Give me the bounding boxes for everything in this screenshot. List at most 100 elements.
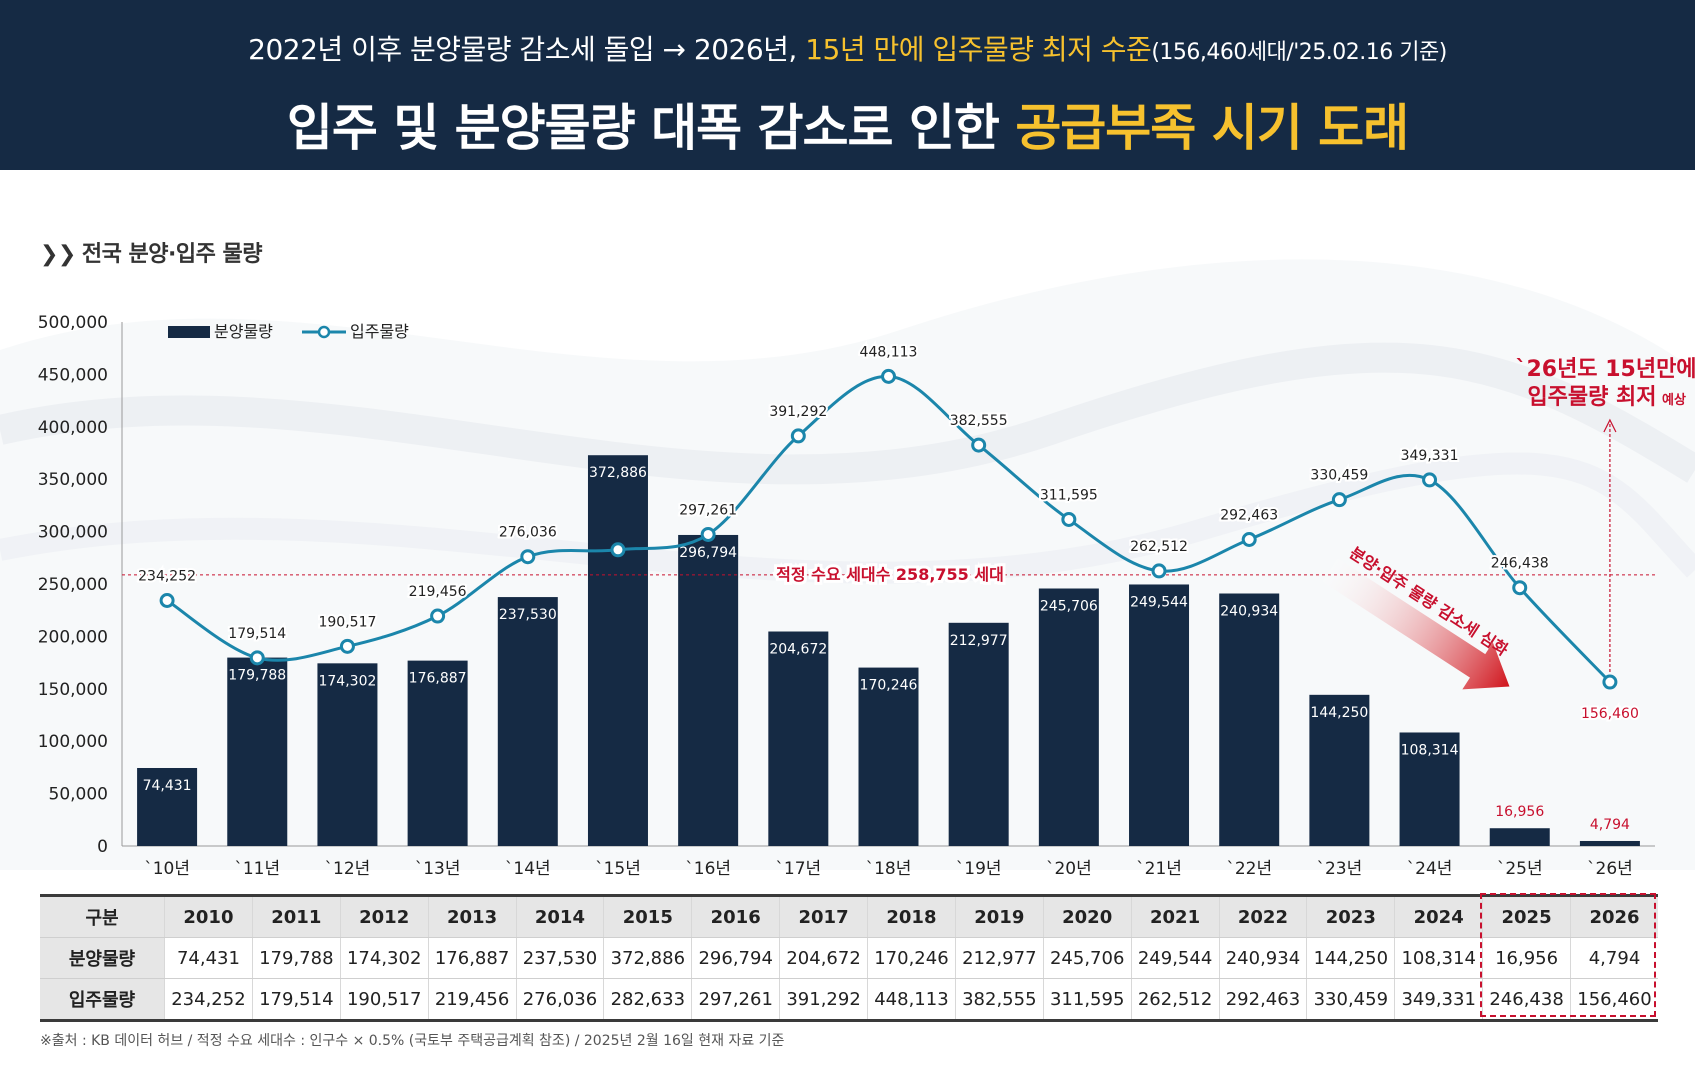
y-tick-label: 150,000	[38, 680, 108, 700]
line-label: 311,595	[1040, 487, 1098, 503]
line-label: 330,459	[1310, 468, 1368, 484]
x-tick-label: `10년	[144, 859, 190, 879]
bar-label: 296,794	[679, 545, 737, 561]
bar-label: 237,530	[499, 607, 557, 623]
bar-label: 108,314	[1401, 742, 1459, 758]
line-label: 219,456	[409, 584, 467, 600]
table-cell: 170,246	[867, 937, 956, 979]
table-cell: 349,331	[1394, 978, 1484, 1022]
annotation-top-line2: 입주물량 최저	[1527, 385, 1656, 410]
y-tick-label: 500,000	[38, 313, 108, 333]
table-cell: 204,672	[779, 937, 868, 979]
line-point-15	[1512, 580, 1528, 596]
x-tick-label: `26년	[1587, 859, 1633, 879]
section-title-text: 전국 분양·입주 물량	[81, 242, 263, 267]
table-cell: 237,530	[516, 937, 605, 979]
x-tick-label: `13년	[415, 859, 461, 879]
bar-10	[1038, 588, 1099, 846]
table-cell: 234,252	[164, 978, 253, 1022]
table-header-year: 2022	[1219, 894, 1308, 938]
x-tick-label: `24년	[1407, 859, 1453, 879]
line-label: 246,438	[1491, 556, 1549, 572]
bar-8	[858, 667, 919, 846]
bar-label: 245,706	[1040, 599, 1098, 615]
table-header-year: 2019	[955, 894, 1044, 938]
bar-15	[1489, 828, 1550, 846]
table-cell: 179,514	[252, 978, 341, 1022]
table-row: 분양물량 74,431 179,788 174,302 176,887 237,530 37…	[40, 937, 1658, 979]
bar-13	[1309, 694, 1370, 846]
line-label: 262,512	[1130, 539, 1188, 555]
line-label: 349,331	[1401, 448, 1459, 464]
table-cell: 330,459	[1306, 978, 1396, 1022]
table-header-year: 2011	[252, 894, 341, 938]
table-cell: 249,544	[1131, 937, 1220, 979]
table-header-year: 2016	[691, 894, 781, 938]
table-cell: 382,555	[955, 978, 1044, 1022]
line-label: 276,036	[499, 525, 557, 541]
bar-label: 170,246	[860, 678, 918, 694]
table-cell: 190,517	[340, 978, 429, 1022]
chevron-right-icon: ❯❯	[40, 242, 76, 267]
line-label: 382,555	[950, 413, 1008, 429]
x-tick-label: `21년	[1136, 859, 1182, 879]
x-tick-label: `18년	[866, 859, 912, 879]
subtitle-text: 2022년 이후 분양물량 감소세 돌입 → 2026년,	[248, 33, 806, 66]
y-tick-label: 450,000	[38, 365, 108, 385]
y-tick-label: 300,000	[38, 523, 108, 543]
x-tick-label: `19년	[956, 859, 1002, 879]
x-tick-label: `11년	[234, 859, 280, 879]
bar-label: 204,672	[769, 642, 827, 658]
annotation-top-small: 예상	[1662, 392, 1686, 408]
table-cell: 174,302	[340, 937, 429, 979]
line-point-8	[881, 368, 896, 384]
table-cell: 311,595	[1043, 978, 1132, 1022]
y-tick-label: 400,000	[38, 418, 108, 438]
bar-14	[1399, 732, 1460, 846]
bar-16	[1579, 840, 1640, 846]
table-header-year: 2012	[340, 894, 429, 938]
bar-2	[317, 663, 378, 846]
bar-1	[227, 657, 288, 846]
table-cell: 16,956	[1482, 937, 1571, 979]
line-point-3	[430, 608, 446, 624]
table-header-label: 구분	[40, 894, 165, 938]
line-point-2	[339, 638, 355, 654]
y-tick-label: 350,000	[38, 470, 108, 490]
line-point-5	[610, 542, 626, 558]
table-cell: 448,113	[867, 978, 956, 1022]
table-cell: 262,512	[1131, 978, 1220, 1022]
line-label: 234,252	[138, 569, 196, 585]
y-tick-label: 50,000	[49, 785, 108, 805]
table-header-year: 2026	[1570, 894, 1658, 938]
arrow-up-icon	[1603, 418, 1617, 433]
x-tick-label: `16년	[685, 859, 731, 879]
y-tick-label: 200,000	[38, 627, 108, 647]
subtitle-highlight: 15년 만에 입주물량 최저 수준	[805, 33, 1152, 66]
table-header-row: 구분 2010 2011 2012 2013 2014 2015 2016 2017 2018 20…	[40, 894, 1658, 938]
x-tick-label: `15년	[595, 859, 641, 879]
table-row: 입주물량 234,252 179,514 190,517 219,456 276,036 2…	[40, 978, 1658, 1022]
table-cell: 276,036	[516, 978, 605, 1022]
line-label: 190,517	[318, 614, 376, 630]
x-tick-label: `25년	[1497, 859, 1543, 879]
line-label: 156,460	[1581, 706, 1639, 722]
line-point-14	[1422, 472, 1438, 488]
bar-label: 249,544	[1130, 594, 1188, 610]
bar-label: 372,886	[589, 465, 647, 481]
line-label: 292,463	[1220, 507, 1278, 523]
line-point-0	[159, 593, 175, 609]
header-subtitle: 2022년 이후 분양물량 감소세 돌입 → 2026년, 15년 만에 입주물…	[0, 28, 1695, 68]
bar-6	[678, 534, 739, 846]
bar-9	[948, 622, 1009, 846]
table-cell: 212,977	[955, 937, 1044, 979]
title-text: 입주 및 분양물량 대폭 감소로 인한	[286, 99, 1016, 157]
legend-line-label: 입주물량	[350, 322, 409, 341]
table-cell: 240,934	[1219, 937, 1308, 979]
y-tick-label: 250,000	[38, 575, 108, 595]
line-series-occupancy	[166, 374, 1611, 684]
line-label: 448,113	[860, 344, 918, 360]
table-cell: 179,788	[252, 937, 341, 979]
table-row-label: 입주물량	[40, 978, 165, 1022]
data-table: 구분 2010 2011 2012 2013 2014 2015 2016 2017 2018 20…	[40, 894, 1658, 1022]
